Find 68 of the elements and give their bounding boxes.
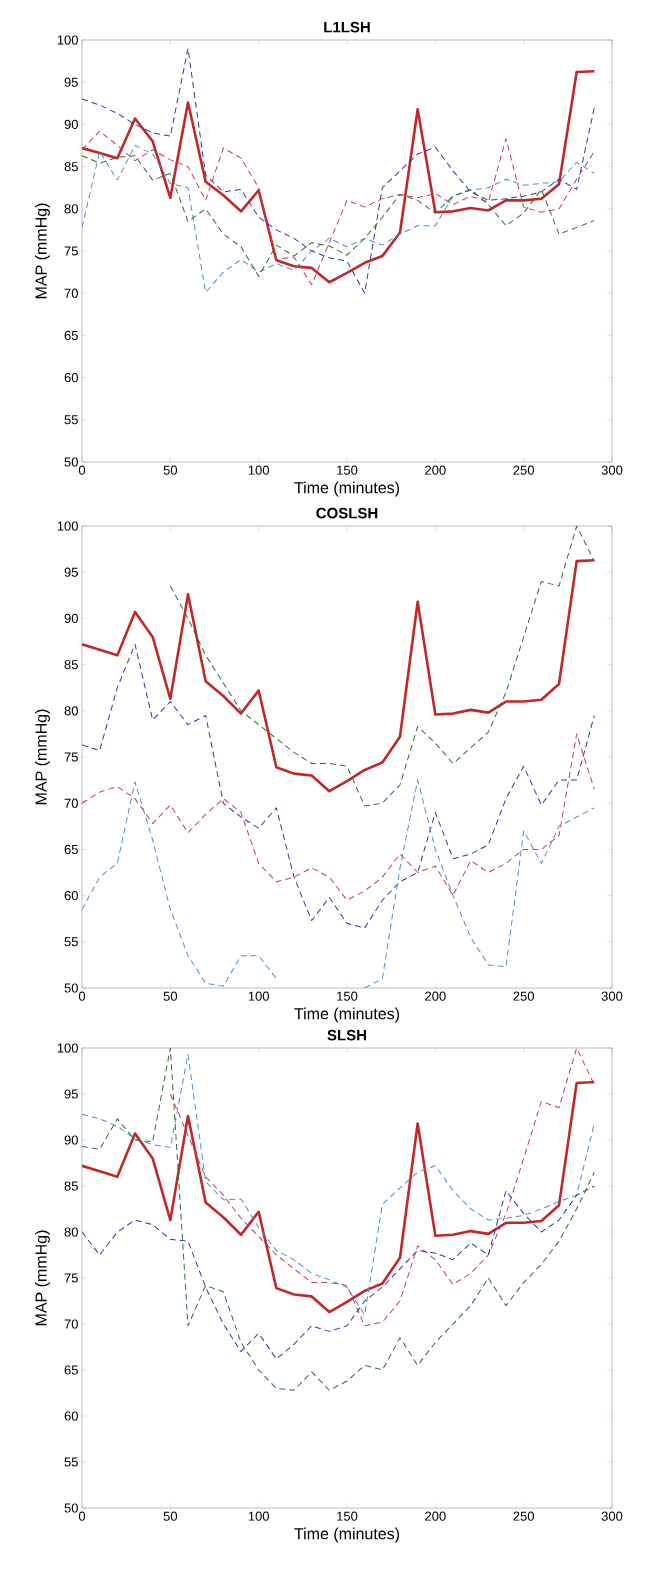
y-tick-label: 95 — [64, 77, 78, 87]
line-series — [82, 733, 595, 901]
x-tick-label: 250 — [513, 991, 535, 1001]
y-tick-label: 50 — [64, 457, 78, 467]
y-axis-title: MAP (mmHg) — [35, 1230, 50, 1326]
y-tick-label: 60 — [64, 373, 78, 383]
x-tick-label: 50 — [163, 1511, 178, 1521]
y-tick-label: 70 — [64, 288, 78, 298]
y-tick-label: 55 — [64, 937, 78, 947]
y-tick-label: 75 — [64, 1273, 78, 1283]
y-tick-label: 80 — [64, 706, 78, 716]
y-tick-label: 55 — [64, 1457, 78, 1467]
x-tick-label: 150 — [337, 991, 358, 1001]
x-axis-title: Time (minutes) — [294, 1007, 400, 1023]
x-tick-label: 300 — [601, 1511, 623, 1521]
y-tick-label: 100 — [57, 521, 78, 531]
y-axis-title: MAP (mmHg) — [35, 709, 50, 805]
x-tick-label: 0 — [78, 465, 86, 475]
y-tick-label: 95 — [64, 1089, 78, 1099]
x-tick-label: 100 — [248, 465, 270, 475]
y-tick-label: 60 — [64, 891, 78, 901]
x-tick-label: 50 — [163, 465, 178, 475]
x-axis-title: Time (minutes) — [294, 481, 400, 497]
y-tick-label: 65 — [64, 1365, 78, 1375]
y-tick-label: 85 — [64, 660, 78, 670]
chart-title: L1LSH — [324, 21, 370, 33]
x-axis-title: Time (minutes) — [294, 1527, 400, 1543]
y-tick-label: 55 — [64, 415, 78, 425]
line-series — [82, 155, 595, 277]
y-tick-label: 80 — [64, 1227, 78, 1237]
y-tick-label: 90 — [64, 1135, 78, 1145]
x-tick-label: 100 — [248, 991, 270, 1001]
y-tick-label: 90 — [64, 119, 78, 129]
x-tick-label: 300 — [601, 991, 623, 1001]
x-tick-label: 100 — [248, 1511, 270, 1521]
y-tick-label: 70 — [64, 1319, 78, 1329]
x-tick-label: 200 — [425, 465, 446, 475]
y-tick-label: 65 — [64, 844, 78, 855]
x-tick-label: 200 — [425, 991, 446, 1001]
y-tick-label: 95 — [64, 567, 78, 577]
x-tick-label: 250 — [513, 1511, 535, 1521]
y-tick-label: 75 — [64, 752, 78, 762]
y-tick-label: 60 — [64, 1411, 78, 1421]
y-tick-label: 50 — [64, 1503, 78, 1513]
x-tick-label: 50 — [163, 991, 178, 1001]
line-series — [82, 558, 596, 793]
chart-title: COSLSH — [316, 507, 378, 519]
line-series — [82, 1185, 595, 1360]
x-tick-label: 250 — [513, 465, 535, 475]
y-tick-label: 65 — [64, 330, 78, 340]
x-tick-label: 150 — [337, 1511, 358, 1521]
y-tick-label: 70 — [64, 798, 78, 808]
y-tick-label: 50 — [64, 983, 78, 993]
x-tick-label: 150 — [337, 465, 358, 475]
y-tick-label: 90 — [64, 613, 78, 624]
y-tick-label: 85 — [64, 1181, 78, 1191]
y-tick-label: 100 — [57, 1043, 78, 1053]
y-tick-label: 100 — [57, 35, 78, 45]
chart-title: SLSH — [327, 1029, 366, 1041]
x-tick-label: 0 — [78, 1511, 86, 1521]
line-series — [82, 643, 595, 929]
y-tick-label: 85 — [64, 162, 78, 172]
x-tick-label: 0 — [78, 991, 86, 1001]
y-tick-label: 80 — [64, 204, 78, 214]
x-tick-label: 200 — [425, 1511, 446, 1521]
x-tick-label: 300 — [601, 465, 623, 475]
y-tick-label: 75 — [64, 246, 78, 256]
y-axis-title: MAP (mmHg) — [35, 203, 50, 299]
